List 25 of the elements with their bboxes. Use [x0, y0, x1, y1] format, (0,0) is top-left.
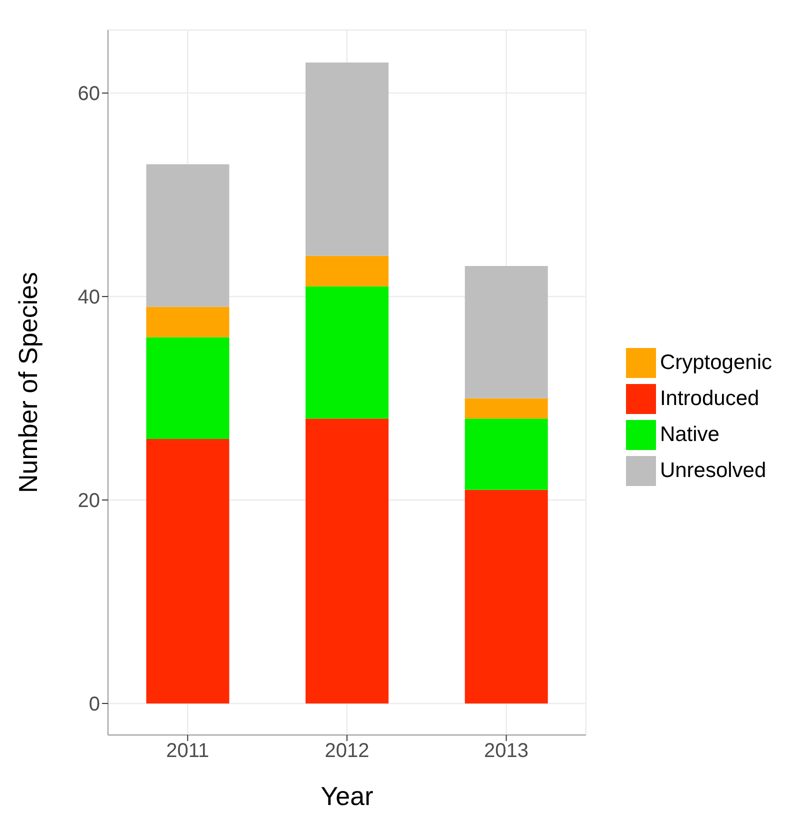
legend-label: Native [660, 422, 720, 446]
y-tick-label: 40 [78, 286, 100, 309]
bar [146, 306, 230, 338]
bar [464, 398, 548, 419]
x-tick-label: 2011 [166, 740, 210, 762]
y-tick-label: 0 [88, 694, 100, 716]
bar [464, 490, 548, 704]
x-axis-title: Year [320, 781, 374, 811]
y-tick-label: 60 [78, 83, 100, 106]
x-tick-label: 2012 [324, 740, 370, 762]
bar [464, 418, 548, 490]
bar [306, 286, 389, 419]
bar [306, 62, 389, 256]
bar [464, 266, 548, 398]
y-axis-title: Number of Species [13, 272, 44, 494]
legend-label: Unresolved [660, 458, 766, 482]
bar [146, 337, 230, 439]
bar [306, 256, 389, 286]
legend-label: Introduced [660, 386, 760, 410]
bar [306, 418, 389, 704]
bar [146, 438, 230, 704]
legend-label: Cryptogenic [660, 350, 772, 374]
x-tick-label: 2013 [484, 740, 529, 762]
y-tick-label: 20 [78, 490, 100, 512]
bar [146, 164, 230, 307]
